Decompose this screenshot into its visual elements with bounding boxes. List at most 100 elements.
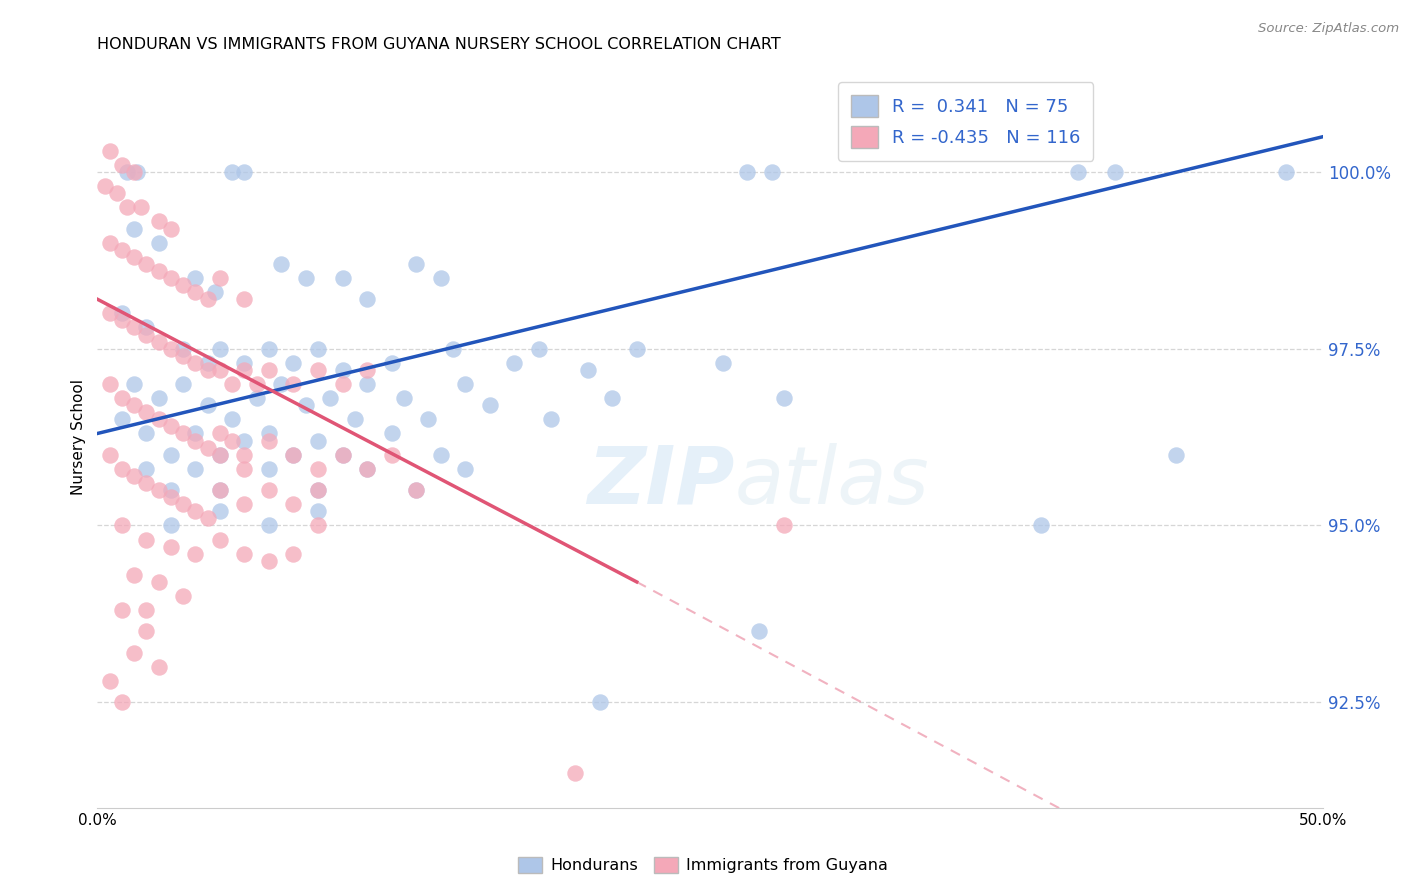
Point bbox=[111, 462, 134, 476]
Point bbox=[283, 356, 305, 370]
Point bbox=[772, 391, 794, 405]
Point bbox=[233, 356, 256, 370]
Legend: Hondurans, Immigrants from Guyana: Hondurans, Immigrants from Guyana bbox=[512, 850, 894, 880]
Point bbox=[122, 165, 145, 179]
Point bbox=[135, 462, 157, 476]
Point bbox=[208, 448, 231, 462]
Point bbox=[221, 377, 243, 392]
Point bbox=[626, 342, 648, 356]
Point bbox=[246, 391, 269, 405]
Point bbox=[111, 412, 134, 426]
Point bbox=[208, 271, 231, 285]
Point bbox=[283, 448, 305, 462]
Point bbox=[356, 462, 378, 476]
Point bbox=[405, 483, 427, 497]
Point bbox=[122, 221, 145, 235]
Point bbox=[283, 547, 305, 561]
Point bbox=[135, 533, 157, 547]
Point bbox=[332, 448, 354, 462]
Point bbox=[221, 165, 243, 179]
Legend: R =  0.341   N = 75, R = -0.435   N = 116: R = 0.341 N = 75, R = -0.435 N = 116 bbox=[838, 82, 1094, 161]
Text: atlas: atlas bbox=[735, 442, 929, 521]
Point bbox=[148, 264, 170, 278]
Point bbox=[246, 377, 269, 392]
Point bbox=[380, 356, 402, 370]
Point bbox=[748, 624, 770, 639]
Point bbox=[184, 426, 207, 441]
Point bbox=[111, 603, 134, 617]
Point bbox=[356, 363, 378, 377]
Point bbox=[1104, 165, 1126, 179]
Point bbox=[172, 426, 194, 441]
Point bbox=[111, 695, 134, 709]
Point bbox=[257, 363, 280, 377]
Point bbox=[135, 320, 157, 334]
Point bbox=[343, 412, 366, 426]
Point bbox=[184, 356, 207, 370]
Point bbox=[135, 475, 157, 490]
Point bbox=[148, 334, 170, 349]
Point bbox=[441, 342, 464, 356]
Point bbox=[233, 363, 256, 377]
Point bbox=[405, 483, 427, 497]
Point bbox=[172, 278, 194, 293]
Point bbox=[122, 469, 145, 483]
Point bbox=[294, 271, 316, 285]
Point bbox=[208, 504, 231, 518]
Point bbox=[283, 377, 305, 392]
Point bbox=[527, 342, 550, 356]
Point bbox=[233, 547, 256, 561]
Point bbox=[257, 342, 280, 356]
Point bbox=[233, 497, 256, 511]
Point bbox=[122, 646, 145, 660]
Point bbox=[111, 306, 134, 320]
Point bbox=[197, 292, 219, 306]
Point bbox=[356, 377, 378, 392]
Point bbox=[711, 356, 734, 370]
Point bbox=[478, 398, 501, 412]
Point bbox=[283, 448, 305, 462]
Point bbox=[135, 603, 157, 617]
Point bbox=[135, 624, 157, 639]
Point bbox=[122, 250, 145, 264]
Point bbox=[600, 391, 623, 405]
Point bbox=[454, 377, 477, 392]
Point bbox=[307, 363, 329, 377]
Point bbox=[148, 214, 170, 228]
Point bbox=[233, 434, 256, 448]
Point bbox=[93, 179, 115, 194]
Point bbox=[454, 462, 477, 476]
Point bbox=[197, 356, 219, 370]
Point bbox=[208, 426, 231, 441]
Text: Source: ZipAtlas.com: Source: ZipAtlas.com bbox=[1258, 22, 1399, 36]
Point bbox=[429, 448, 451, 462]
Point bbox=[160, 221, 183, 235]
Point bbox=[204, 285, 226, 300]
Point bbox=[122, 398, 145, 412]
Point bbox=[418, 412, 440, 426]
Point bbox=[111, 313, 134, 327]
Point bbox=[332, 363, 354, 377]
Point bbox=[148, 659, 170, 673]
Point bbox=[98, 673, 121, 688]
Point bbox=[589, 695, 612, 709]
Point bbox=[160, 271, 183, 285]
Point bbox=[111, 391, 134, 405]
Point bbox=[135, 257, 157, 271]
Point bbox=[208, 342, 231, 356]
Point bbox=[98, 306, 121, 320]
Point bbox=[356, 292, 378, 306]
Point bbox=[160, 342, 183, 356]
Point bbox=[332, 377, 354, 392]
Point bbox=[283, 497, 305, 511]
Point bbox=[160, 448, 183, 462]
Point bbox=[125, 165, 148, 179]
Point bbox=[172, 497, 194, 511]
Point bbox=[221, 434, 243, 448]
Point bbox=[122, 320, 145, 334]
Text: HONDURAN VS IMMIGRANTS FROM GUYANA NURSERY SCHOOL CORRELATION CHART: HONDURAN VS IMMIGRANTS FROM GUYANA NURSE… bbox=[97, 37, 782, 53]
Point bbox=[197, 441, 219, 455]
Point bbox=[197, 398, 219, 412]
Point bbox=[208, 483, 231, 497]
Point bbox=[172, 377, 194, 392]
